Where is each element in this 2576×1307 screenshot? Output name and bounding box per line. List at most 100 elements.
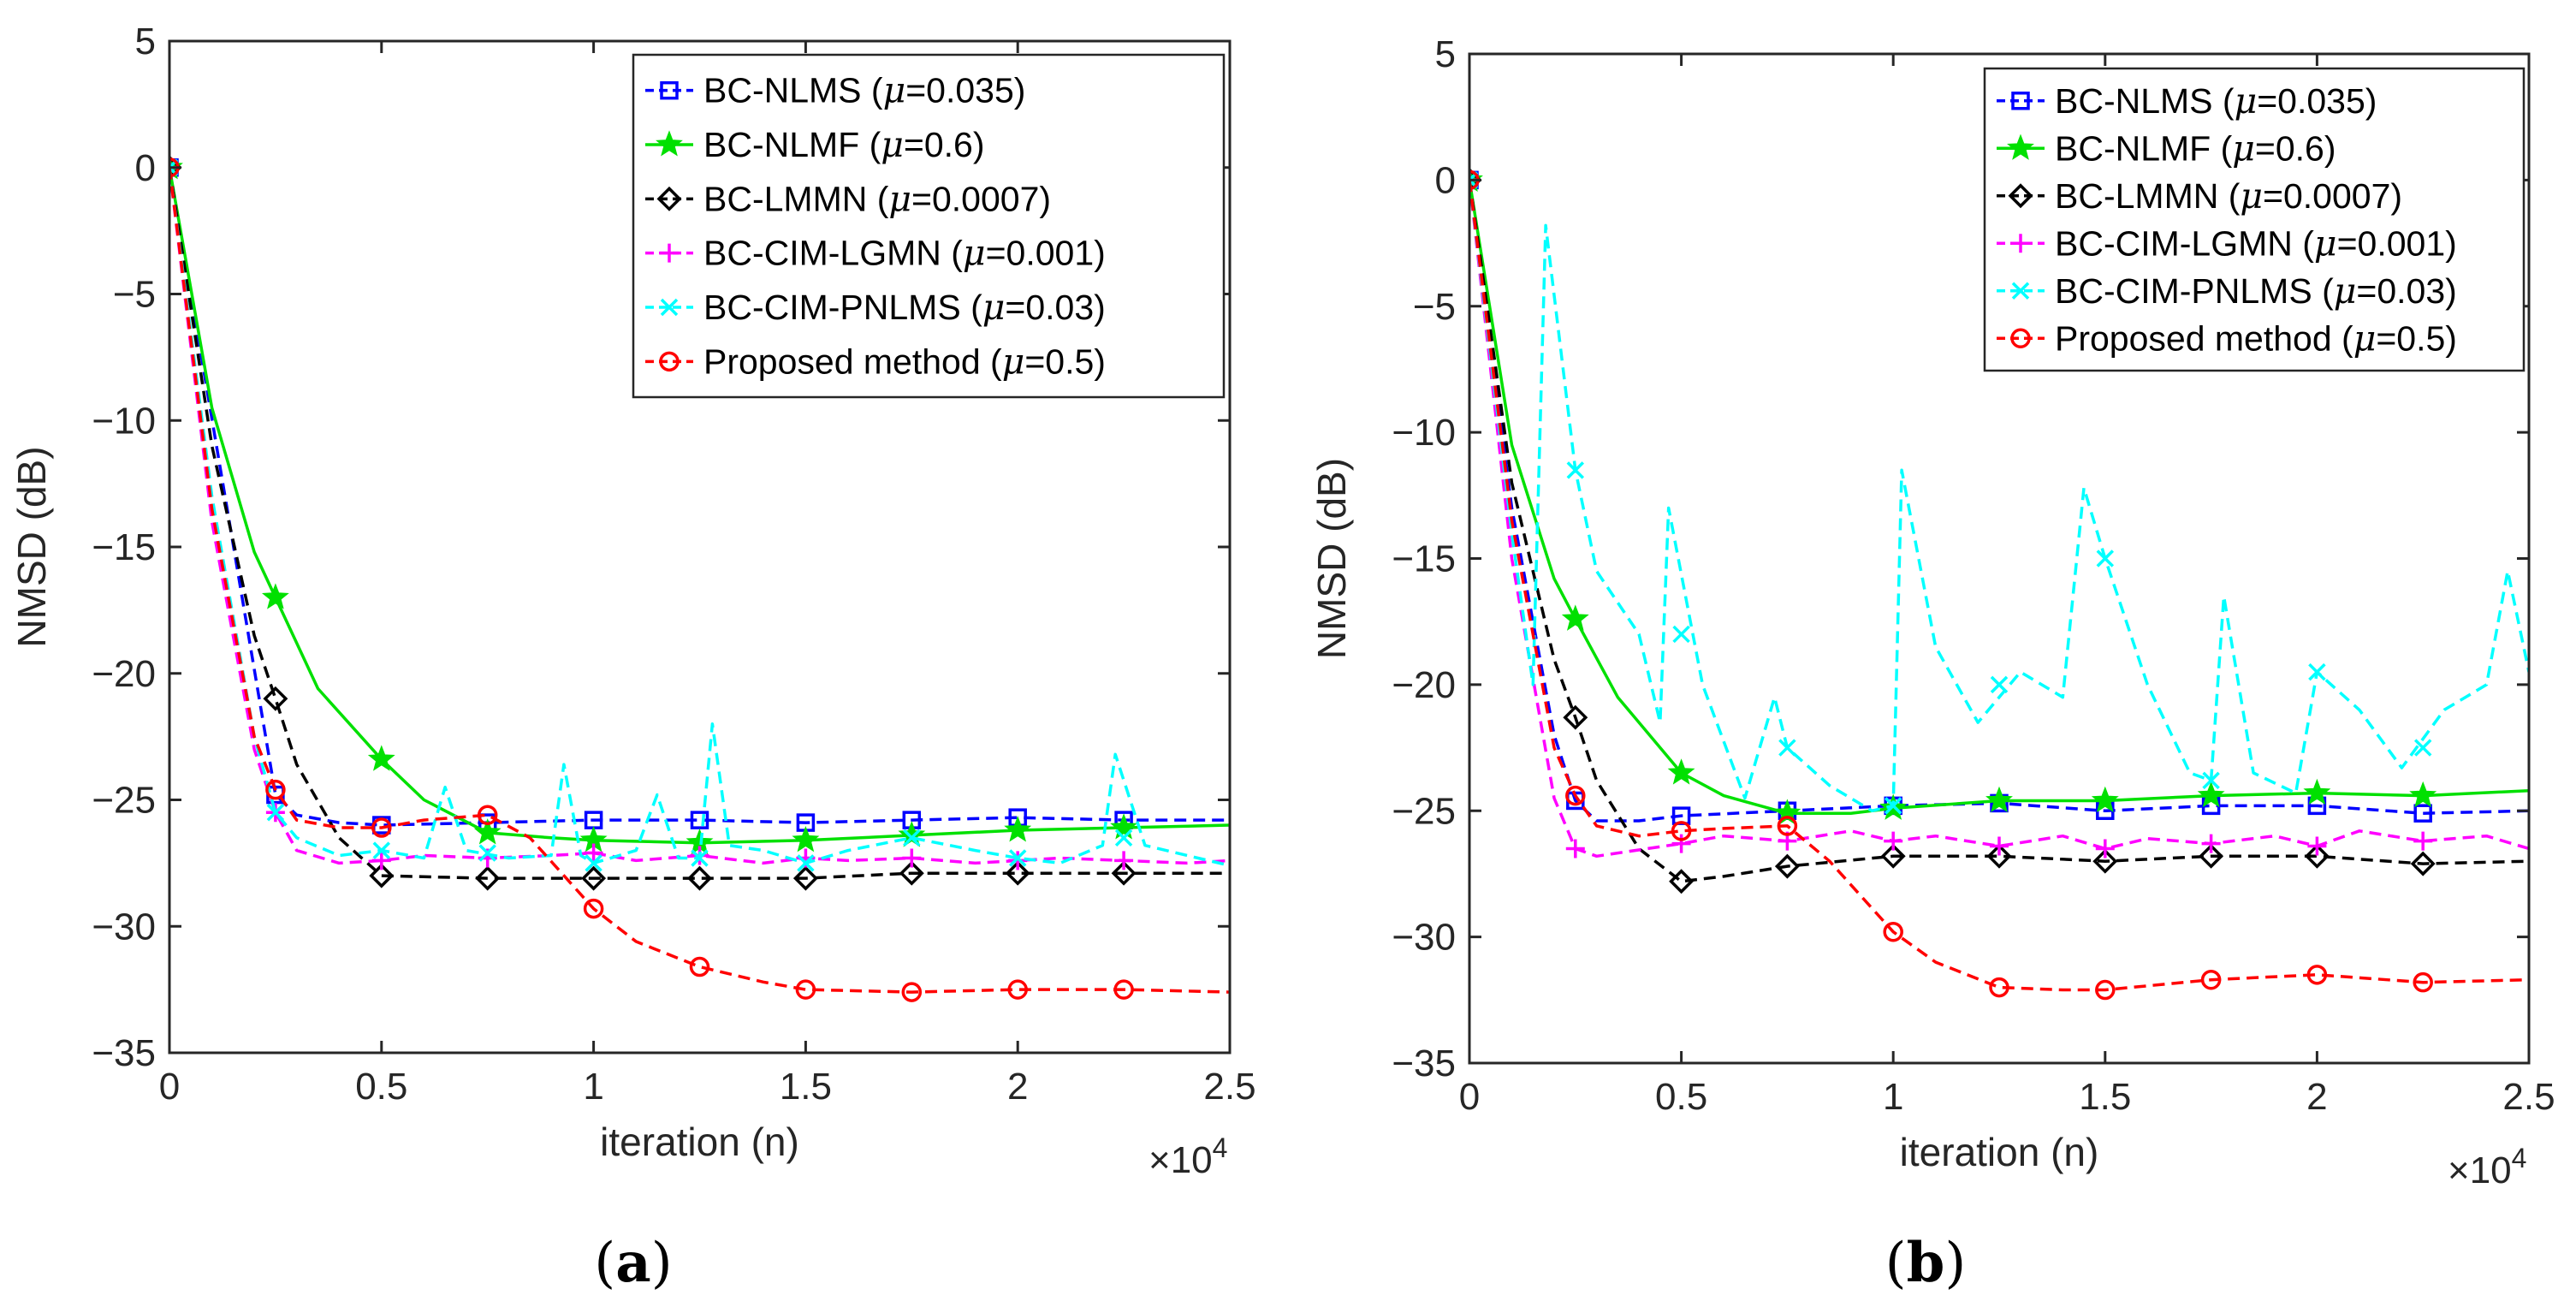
data-point-bc-nlmf <box>1004 816 1032 842</box>
data-point-bc-cim-pnlms <box>1990 675 2009 694</box>
data-point-proposed-method <box>1671 821 1692 841</box>
y-tick-label: −20 <box>1392 664 1456 706</box>
legend-label-proposed-method: Proposed method (μ=0.5) <box>2055 318 2457 359</box>
data-point-proposed-method <box>1777 816 1798 836</box>
data-point-bc-lmmn <box>2199 843 2224 869</box>
legend-marker-bc-cim-lgmn <box>660 243 679 263</box>
multiplier-base: ×10 <box>2448 1150 2512 1191</box>
data-point-bc-lmmn <box>1774 853 1800 879</box>
data-point-bc-lmmn <box>581 865 607 891</box>
legend-mu-value: =0.5) <box>1024 342 1106 381</box>
legend-name: BC-CIM-LGMN ( <box>2055 223 2314 263</box>
data-point-bc-lmmn <box>1669 869 1695 894</box>
legend-label-bc-nlmf: BC-NLMF (μ=0.6) <box>703 124 985 165</box>
y-tick-label: 0 <box>1435 159 1456 201</box>
x-tick-label: 2.5 <box>1203 1066 1255 1108</box>
data-point-proposed-method <box>2200 969 2222 990</box>
legend-label-bc-lmmn: BC-LMMN (μ=0.0007) <box>2055 175 2402 217</box>
data-point-bc-cim-lgmn <box>1008 851 1028 870</box>
data-point-bc-nlmf <box>1985 786 2013 813</box>
y-tick-label: −30 <box>1392 917 1456 959</box>
data-point-bc-lmmn <box>369 863 395 888</box>
legend-marker-bc-cim-pnlms <box>2011 282 2030 300</box>
data-point-bc-cim-lgmn <box>2095 839 2115 858</box>
data-point-bc-cim-pnlms <box>266 804 285 822</box>
data-point-proposed-method <box>795 979 816 1000</box>
legend-box <box>632 53 1226 399</box>
legend-mu-value: =0.0007) <box>911 179 1051 218</box>
data-point-bc-lmmn <box>2304 843 2330 869</box>
data-point-bc-nlmf <box>2409 781 2437 808</box>
series-group <box>169 153 1230 1002</box>
series-line-bc-lmmn <box>169 167 1230 880</box>
data-point-bc-cim-lgmn <box>1990 836 2009 856</box>
legend-box <box>1983 67 2526 372</box>
data-point-proposed-method <box>265 779 286 800</box>
data-point-bc-cim-lgmn <box>902 848 922 868</box>
data-point-proposed-method <box>371 817 392 838</box>
data-point-bc-nlmf <box>2091 786 2119 813</box>
x-tick-label: 0.5 <box>355 1066 407 1108</box>
data-point-bc-cim-pnlms <box>1566 461 1585 479</box>
data-point-bc-nlmf <box>1110 813 1138 840</box>
data-point-bc-nlms <box>690 811 709 829</box>
panel-caption: (b) <box>1885 1231 1967 1295</box>
data-point-bc-nlms <box>2413 804 2432 823</box>
data-point-proposed-method <box>2306 965 2328 985</box>
legend: BC-NLMS ( μ =0.035) BC-NLMF (μ=0.6) BC-LMMN … <box>632 53 1226 399</box>
legend-mu-value: =0.5) <box>2376 318 2457 358</box>
data-point-bc-nlmf <box>2197 781 2225 808</box>
data-point-bc-cim-lgmn <box>2413 831 2433 851</box>
data-point-bc-cim-pnlms <box>585 854 602 872</box>
legend-name: BC-LMMN ( <box>703 179 889 218</box>
legend-marker-proposed-method <box>2010 328 2031 348</box>
y-axis-label: NMSD (dB) <box>1309 458 1354 659</box>
legend-name: BC-CIM-PNLMS ( <box>703 288 982 327</box>
legend-name: BC-CIM-LGMN ( <box>703 234 963 273</box>
data-point-proposed-method <box>1007 979 1028 1000</box>
y-tick-label: 5 <box>135 21 156 62</box>
series-line-bc-nlmf <box>1469 180 2529 815</box>
x-tick-label: 2.5 <box>2502 1076 2555 1118</box>
legend-mu-value: =0.001) <box>2337 223 2457 263</box>
series-line-bc-cim-lgmn <box>1469 180 2529 858</box>
data-point-bc-cim-pnlms <box>2096 550 2115 567</box>
data-point-bc-nlmf <box>898 821 926 847</box>
x-axis-label: iteration (n) <box>1900 1130 2099 1174</box>
y-tick-label: −20 <box>92 653 156 695</box>
data-point-bc-lmmn <box>1986 843 2012 869</box>
data-point-proposed-method <box>583 898 604 919</box>
legend-marker-bc-cim-lgmn <box>2011 234 2030 253</box>
legend-mu-value: =0.03) <box>2356 271 2456 311</box>
series-line-bc-lmmn <box>1469 180 2529 883</box>
data-point-proposed-method <box>477 805 498 825</box>
y-tick-label: −30 <box>92 906 156 948</box>
legend-mu-symbol: μ <box>2240 175 2263 217</box>
data-point-bc-lmmn <box>263 686 288 711</box>
y-axis-label: NMSD (dB) <box>9 446 54 647</box>
data-point-bc-nlmf <box>792 826 820 853</box>
legend-mu-value: =0.6) <box>2255 128 2336 168</box>
legend-mu-symbol: μ <box>1002 341 1025 382</box>
legend-name: Proposed method ( <box>703 342 1002 381</box>
y-tick-label: −35 <box>92 1032 156 1074</box>
data-point-bc-lmmn <box>1005 860 1030 886</box>
legend-mu-value: =0.035) <box>905 71 1025 110</box>
legend-name: BC-CIM-PNLMS ( <box>2055 271 2334 311</box>
chart-panel-a: 0 0.5 1 1.5 2 2.5 5 0 −5 −10 −15 −20 −25 −30 −35 iterat… <box>9 21 1256 1295</box>
series-line-bc-nlmf <box>169 167 1230 845</box>
x-tick-label: 0.5 <box>1655 1076 1707 1118</box>
data-point-bc-lmmn <box>2092 848 2118 874</box>
legend-mu-value: =0.035) <box>2257 81 2377 121</box>
legend-name: BC-NLMF ( <box>703 125 881 164</box>
chart-panel-b: 0 0.5 1 1.5 2 2.5 5 0 −5 −10 −15 −20 −25 −30 −35 iterat… <box>1309 33 2555 1295</box>
data-point-bc-lmmn <box>899 860 924 886</box>
series-line-bc-cim-pnlms <box>169 167 1230 868</box>
data-point-proposed-method <box>1565 785 1586 806</box>
data-point-bc-cim-lgmn <box>1114 851 1134 870</box>
legend-mu-value: =0.001) <box>986 234 1106 273</box>
legend-name: BC-NLMS ( <box>703 71 883 110</box>
data-point-proposed-method <box>1113 979 1134 1000</box>
legend-label-bc-cim-pnlms: BC-CIM-PNLMS (μ=0.03) <box>2055 270 2457 312</box>
